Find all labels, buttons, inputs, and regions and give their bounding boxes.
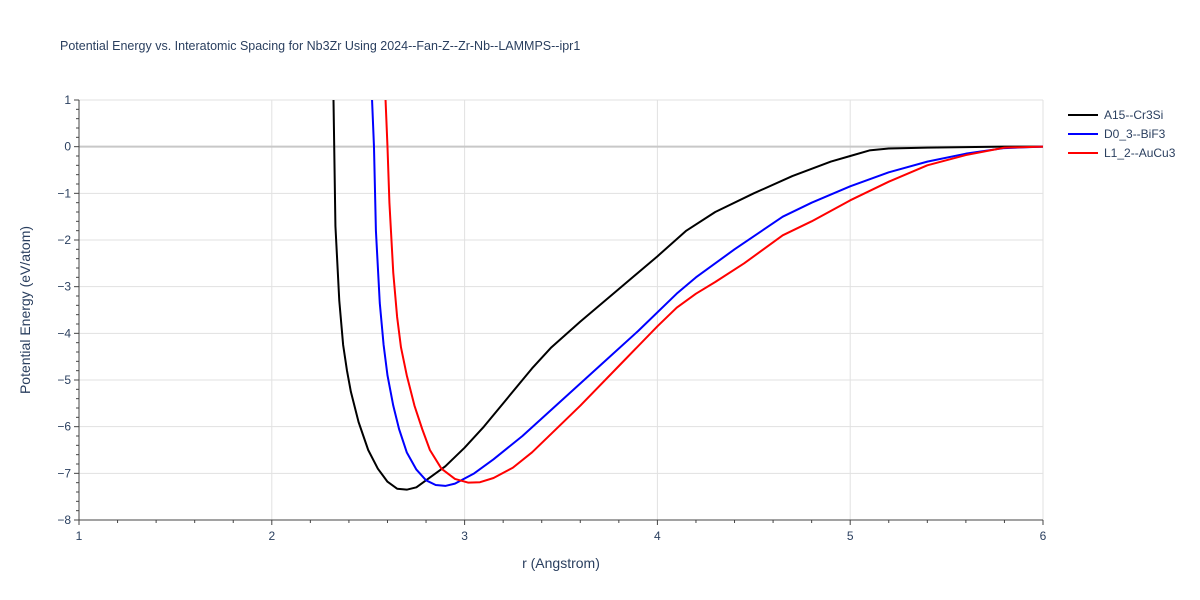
x-tick-label: 2: [268, 529, 275, 543]
y-tick-label: −1: [57, 186, 71, 200]
legend-item[interactable]: A15--Cr3Si: [1068, 108, 1163, 122]
legend-item[interactable]: D0_3--BiF3: [1068, 127, 1166, 141]
y-tick-label: −6: [57, 420, 71, 434]
y-tick-label: −3: [57, 280, 71, 294]
tick-labels: 1 2 3 4 5 6 1 0 −1 −2 −3 −4 −5 −6 −7 −8: [57, 93, 1046, 543]
legend-label: D0_3--BiF3: [1104, 127, 1166, 141]
legend-label: A15--Cr3Si: [1104, 108, 1163, 122]
x-axis-title: r (Angstrom): [522, 555, 600, 571]
x-tick-label: 1: [76, 529, 83, 543]
legend[interactable]: A15--Cr3Si D0_3--BiF3 L1_2--AuCu3: [1068, 108, 1176, 160]
x-tick-label: 3: [461, 529, 468, 543]
x-tick-label: 4: [654, 529, 661, 543]
y-tick-label: 0: [64, 140, 71, 154]
y-tick-label: 1: [64, 93, 71, 107]
y-tick-label: −8: [57, 513, 71, 527]
y-tick-label: −4: [57, 326, 71, 340]
series-lines: [332, 100, 1043, 491]
y-tick-label: −2: [57, 233, 71, 247]
y-tick-label: −5: [57, 373, 71, 387]
y-axis-title: Potential Energy (eV/atom): [17, 226, 33, 394]
grid-lines: [79, 99, 1044, 520]
legend-item[interactable]: L1_2--AuCu3: [1068, 146, 1176, 160]
x-tick-label: 5: [847, 529, 854, 543]
x-tick-label: 6: [1040, 529, 1047, 543]
series-line-2: [384, 100, 1043, 484]
y-tick-label: −7: [57, 466, 71, 480]
series-line-0: [332, 100, 1043, 491]
legend-label: L1_2--AuCu3: [1104, 146, 1176, 160]
series-line-1: [371, 100, 1043, 487]
chart-title: Potential Energy vs. Interatomic Spacing…: [60, 39, 580, 53]
axes: [74, 99, 1044, 525]
